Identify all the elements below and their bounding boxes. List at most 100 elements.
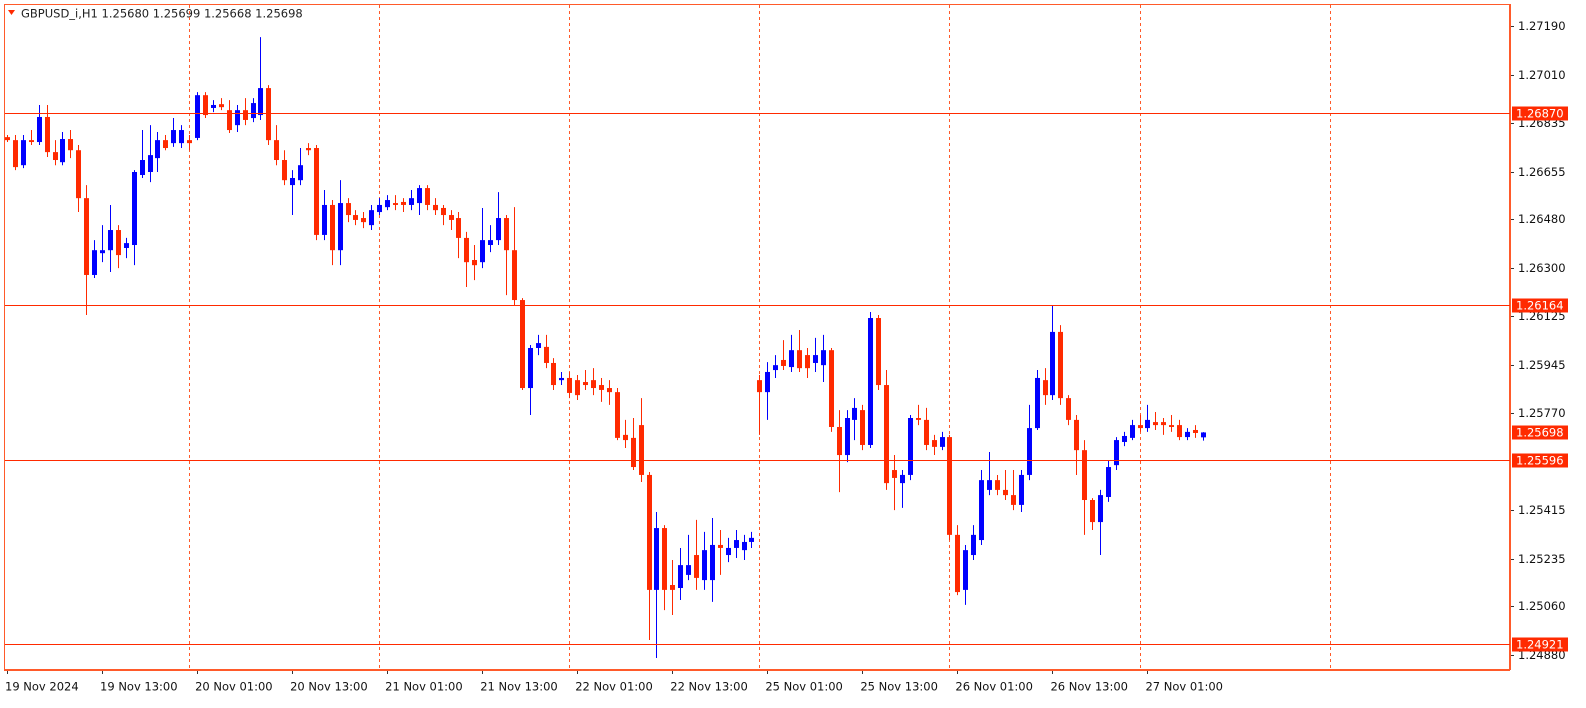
candle-body: [852, 407, 857, 420]
level-label: 1.25596: [1516, 454, 1564, 468]
candle-body: [1145, 419, 1150, 429]
candle-body: [480, 240, 485, 263]
candle-body: [647, 474, 652, 590]
candle-body: [377, 204, 382, 213]
candle-body: [322, 204, 327, 235]
candle-body: [567, 377, 572, 393]
candle-body: [702, 550, 707, 581]
candle-body: [21, 140, 26, 166]
candle-body: [599, 385, 604, 390]
candle-body: [203, 95, 208, 116]
candle-body: [1098, 495, 1103, 523]
candle-body: [29, 140, 34, 143]
candle-body: [1035, 377, 1040, 429]
x-tick-label: 21 Nov 01:00: [385, 680, 463, 694]
candle-body: [13, 140, 18, 168]
candle-body: [868, 318, 873, 445]
candle-body: [512, 250, 517, 301]
current-price-label: 1.25698: [1516, 426, 1564, 440]
candle-body: [773, 365, 778, 371]
candle-body: [1003, 489, 1008, 496]
level-label-box: [1512, 298, 1568, 313]
candle-body: [1019, 474, 1024, 505]
candle-body: [1106, 467, 1111, 498]
candle-body: [1122, 435, 1127, 442]
candle-body: [520, 300, 525, 389]
level-label-box: [1512, 106, 1568, 121]
current-price-box: [1512, 425, 1568, 440]
candle-body: [353, 215, 358, 220]
candle-body: [425, 188, 430, 205]
candle-body: [68, 139, 73, 151]
candle-body: [1027, 428, 1032, 475]
candle-body: [718, 544, 723, 548]
candle-body: [116, 230, 121, 256]
y-tick-label: 1.25945: [1518, 358, 1566, 372]
candle-body: [607, 388, 612, 393]
candle-body: [987, 480, 992, 490]
candle-body: [441, 207, 446, 216]
candle-body: [290, 177, 295, 186]
candle-body: [1058, 331, 1063, 399]
candle-body: [805, 355, 810, 369]
x-tick-label: 22 Nov 13:00: [670, 680, 748, 694]
candle-body: [243, 110, 248, 120]
candle-body: [456, 218, 461, 238]
candle-body: [1082, 450, 1087, 501]
candle-body: [409, 198, 414, 205]
candle-body: [163, 140, 168, 149]
candle-body: [45, 116, 50, 153]
x-tick-label: 19 Nov 13:00: [100, 680, 178, 694]
candle-body: [734, 540, 739, 548]
y-tick-label: 1.25235: [1518, 552, 1566, 566]
candle-body: [124, 243, 129, 249]
candle-body: [330, 204, 335, 251]
candle-body: [306, 148, 311, 151]
candle-body: [947, 437, 952, 535]
chart-title: GBPUSD_i,H1 1.25680 1.25699 1.25668 1.25…: [21, 7, 303, 21]
x-tick-label: 25 Nov 13:00: [860, 680, 938, 694]
candle-body: [544, 346, 549, 363]
candle-body: [140, 160, 145, 175]
y-tick-label: 1.26480: [1518, 212, 1566, 226]
candle-body: [876, 318, 881, 386]
symbol-menu-arrow[interactable]: [8, 10, 15, 15]
candle-body: [757, 380, 762, 393]
candle-body: [1011, 495, 1016, 505]
x-tick-label: 20 Nov 01:00: [195, 680, 273, 694]
candle-body: [765, 371, 770, 393]
candle-body: [258, 88, 263, 116]
candle-body: [694, 555, 699, 578]
candle-body: [686, 565, 691, 575]
candle-body: [932, 440, 937, 447]
candle-body: [979, 480, 984, 541]
candle-body: [132, 171, 137, 246]
candle-body: [892, 470, 897, 478]
x-tick-label: 20 Nov 13:00: [290, 680, 368, 694]
candle-body: [5, 137, 10, 141]
candle-body: [813, 355, 818, 363]
candle-body: [1169, 425, 1174, 427]
candle-body: [1114, 440, 1119, 466]
candle-body: [60, 139, 65, 163]
candle-body: [211, 104, 216, 108]
candle-body: [314, 148, 319, 235]
candle-body: [417, 188, 422, 204]
candle-body: [361, 218, 366, 223]
candle-body: [789, 350, 794, 368]
candle-body: [1090, 500, 1095, 523]
y-tick-label: 1.26655: [1518, 165, 1566, 179]
candle-body: [916, 418, 921, 420]
y-tick-label: 1.27190: [1518, 19, 1566, 33]
candle-body: [1193, 429, 1198, 433]
candle-body: [1153, 422, 1158, 426]
candle-body: [76, 150, 81, 199]
candle-body: [464, 237, 469, 263]
candle-body: [155, 140, 160, 159]
y-tick-label: 1.27010: [1518, 68, 1566, 82]
candle-body: [615, 392, 620, 438]
candle-body: [338, 203, 343, 251]
level-label: 1.24921: [1516, 638, 1564, 652]
candle-body: [559, 377, 564, 381]
